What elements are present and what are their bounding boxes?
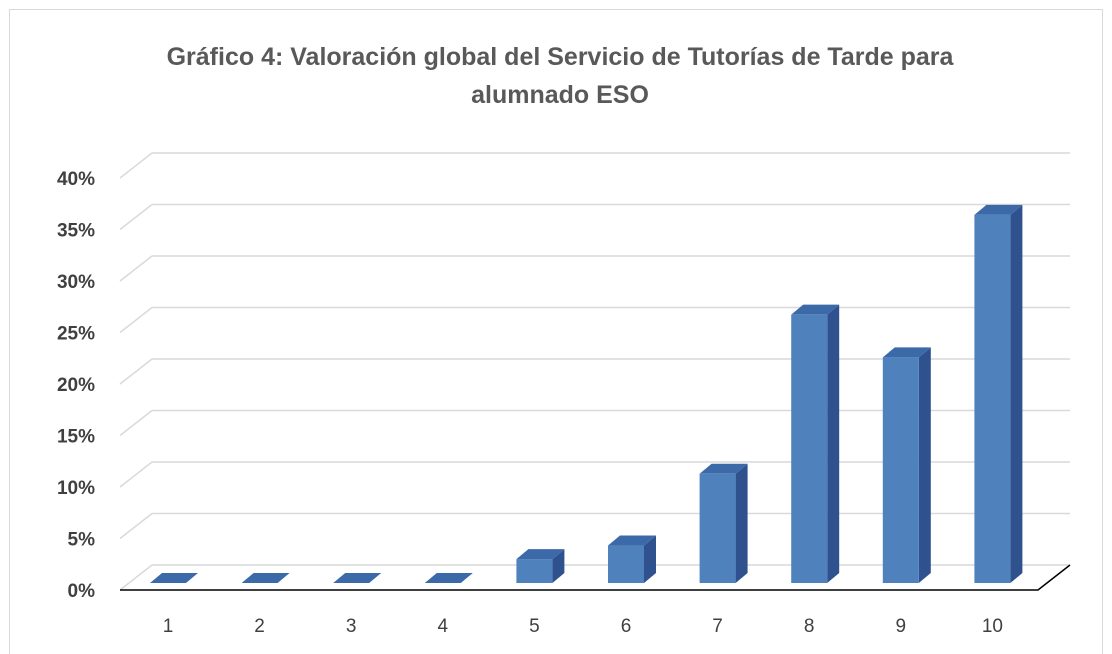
grid-line bbox=[119, 409, 153, 437]
y-tick-label: 30% bbox=[57, 272, 95, 293]
bar bbox=[791, 314, 828, 583]
y-tick-label: 0% bbox=[68, 581, 96, 602]
bar-top bbox=[699, 463, 748, 474]
bar-side bbox=[827, 304, 840, 583]
bar-top bbox=[333, 573, 382, 583]
x-tick-label: 3 bbox=[346, 616, 357, 637]
y-tick-label: 25% bbox=[57, 324, 95, 345]
x-tick-label: 6 bbox=[621, 616, 632, 637]
y-tick-label: 10% bbox=[57, 478, 95, 499]
grid-line bbox=[119, 152, 153, 179]
bar-side bbox=[1010, 204, 1023, 583]
bar bbox=[516, 559, 553, 583]
y-tick-label: 35% bbox=[57, 221, 95, 242]
grid-line bbox=[119, 512, 153, 540]
bar-side bbox=[644, 535, 656, 583]
bar-top bbox=[791, 304, 840, 315]
bar bbox=[608, 545, 644, 583]
grid-line bbox=[119, 255, 153, 282]
bar-top bbox=[608, 535, 656, 546]
grid-line bbox=[119, 564, 153, 591]
y-tick-label: 5% bbox=[68, 530, 96, 551]
y-tick-label: 20% bbox=[57, 375, 95, 396]
bar-side bbox=[552, 549, 565, 583]
x-tick-label: 9 bbox=[896, 616, 907, 637]
bar-side bbox=[918, 347, 931, 583]
grid-line bbox=[119, 461, 153, 488]
x-tick-label: 5 bbox=[529, 616, 540, 637]
bar-top bbox=[241, 573, 290, 583]
y-tick-label: 40% bbox=[57, 169, 95, 190]
chart-frame bbox=[9, 9, 1103, 654]
x-tick-label: 10 bbox=[982, 616, 1003, 637]
grid-line bbox=[119, 306, 153, 334]
x-tick-label: 4 bbox=[438, 616, 449, 637]
grid-line bbox=[119, 203, 153, 231]
bar bbox=[699, 473, 736, 583]
chart-title: Gráfico 4: Valoración global del Servici… bbox=[166, 43, 954, 109]
bar-top bbox=[516, 549, 565, 560]
x-axis bbox=[120, 564, 1071, 591]
grid-line bbox=[119, 358, 153, 385]
bar-top bbox=[974, 204, 1023, 215]
y-tick-label: 15% bbox=[57, 427, 95, 448]
x-tick-label: 2 bbox=[254, 616, 265, 637]
bar bbox=[974, 214, 1011, 583]
x-tick-label: 1 bbox=[163, 616, 174, 637]
bar-top bbox=[424, 573, 473, 583]
bar-top bbox=[150, 573, 198, 583]
bar bbox=[882, 357, 919, 583]
x-tick-label: 7 bbox=[712, 616, 723, 637]
bar-side bbox=[735, 463, 748, 583]
x-tick-label: 8 bbox=[804, 616, 815, 637]
bar-top bbox=[882, 347, 931, 358]
